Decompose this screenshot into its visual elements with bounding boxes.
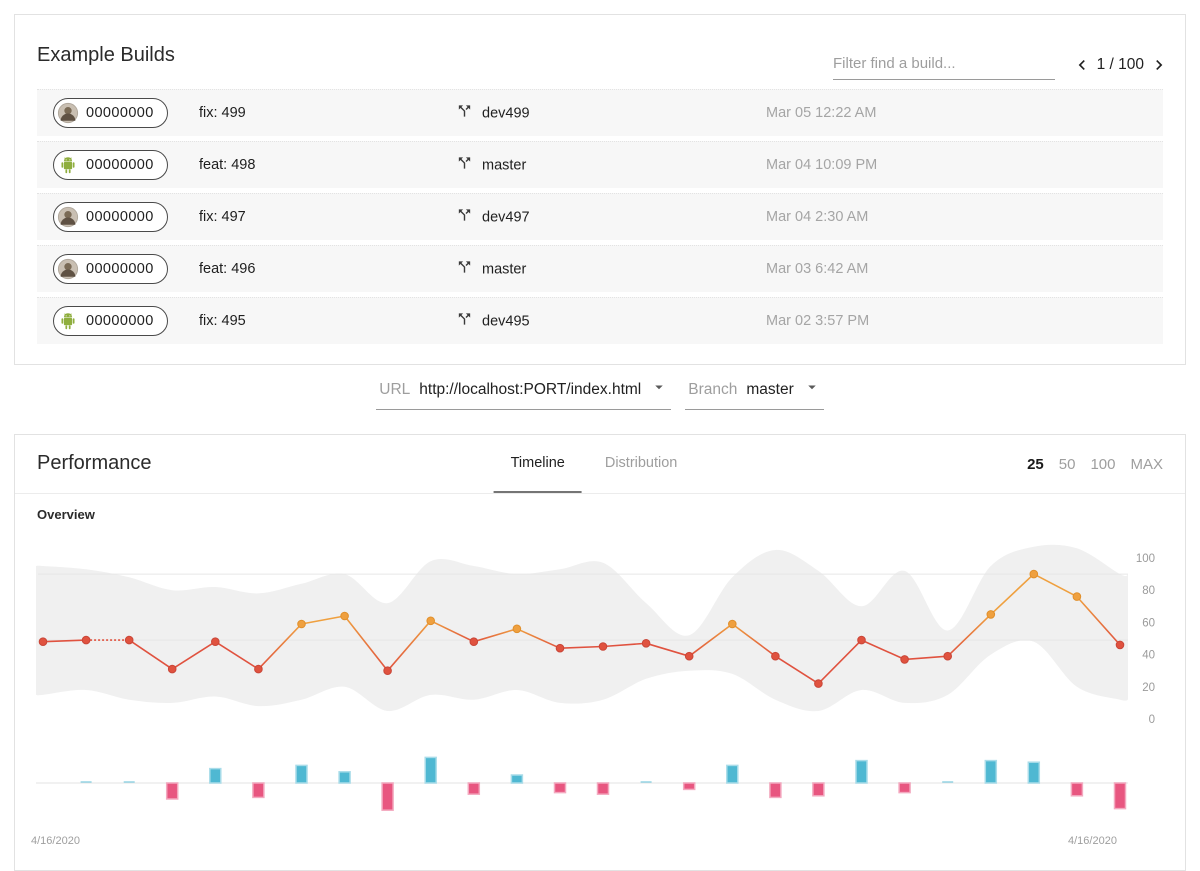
branch-icon bbox=[456, 103, 473, 124]
build-hash: 00000000 bbox=[86, 105, 154, 121]
branch-name: dev497 bbox=[482, 209, 530, 225]
branch-name: dev495 bbox=[482, 313, 530, 329]
build-row[interactable]: 00000000 fix: 499 dev499 Mar 05 12:22 AM bbox=[37, 89, 1163, 136]
x-axis-start-label: 4/16/2020 bbox=[31, 835, 80, 847]
build-row[interactable]: 00000000 fix: 495 dev495 Mar 02 3:57 PM bbox=[37, 297, 1163, 344]
range-option-max[interactable]: MAX bbox=[1130, 455, 1163, 473]
range-option-50[interactable]: 50 bbox=[1058, 455, 1076, 473]
branch-select[interactable]: Branch master bbox=[685, 378, 824, 410]
commit-message: feat: 496 bbox=[199, 261, 256, 277]
url-value: http://localhost:PORT/index.html bbox=[419, 380, 642, 398]
build-row[interactable]: 00000000 feat: 498 master Mar 04 10:09 P… bbox=[37, 141, 1163, 188]
build-hash-chip[interactable]: 00000000 bbox=[53, 150, 168, 180]
url-label: URL bbox=[379, 380, 411, 398]
svg-text:20: 20 bbox=[1142, 682, 1155, 694]
svg-text:60: 60 bbox=[1142, 617, 1155, 629]
target-controls: URL http://localhost:PORT/index.html Bra… bbox=[0, 378, 1200, 410]
build-hash: 00000000 bbox=[86, 157, 154, 173]
build-filter-input[interactable] bbox=[833, 53, 1055, 80]
build-row[interactable]: 00000000 feat: 496 master Mar 03 6:42 AM bbox=[37, 245, 1163, 292]
performance-panel: Performance Timeline Distribution 25 50 … bbox=[14, 434, 1186, 871]
build-hash-chip[interactable]: 00000000 bbox=[53, 202, 168, 232]
range-selector: 25 50 100 MAX bbox=[1027, 435, 1163, 493]
branch-cell: dev497 bbox=[456, 207, 530, 228]
branch-icon bbox=[456, 155, 473, 176]
android-avatar bbox=[57, 154, 79, 176]
caret-down-icon bbox=[803, 378, 821, 401]
build-timestamp: Mar 03 6:42 AM bbox=[766, 261, 869, 277]
commit-message: fix: 495 bbox=[199, 313, 246, 329]
svg-text:80: 80 bbox=[1142, 585, 1155, 597]
build-timestamp: Mar 04 2:30 AM bbox=[766, 209, 869, 225]
branch-name: dev499 bbox=[482, 105, 530, 121]
branch-label: Branch bbox=[688, 380, 738, 398]
performance-tabs: Timeline Distribution bbox=[493, 435, 695, 493]
svg-text:40: 40 bbox=[1142, 650, 1155, 662]
build-hash: 00000000 bbox=[86, 313, 154, 329]
build-row[interactable]: 00000000 fix: 497 dev497 Mar 04 2:30 AM bbox=[37, 193, 1163, 240]
branch-icon bbox=[456, 259, 473, 280]
branch-cell: master bbox=[456, 259, 526, 280]
svg-text:100: 100 bbox=[1136, 553, 1155, 565]
branch-cell: master bbox=[456, 155, 526, 176]
build-rows: 00000000 fix: 499 dev499 Mar 05 12:22 AM… bbox=[37, 89, 1163, 349]
overview-section-label: Overview bbox=[37, 507, 95, 522]
chevron-left-icon[interactable] bbox=[1072, 55, 1092, 75]
commit-message: fix: 497 bbox=[199, 209, 246, 225]
build-hash-chip[interactable]: 00000000 bbox=[53, 98, 168, 128]
commit-message: feat: 498 bbox=[199, 157, 256, 173]
build-hash: 00000000 bbox=[86, 261, 154, 277]
branch-cell: dev495 bbox=[456, 311, 530, 332]
pagination-text: 1 / 100 bbox=[1097, 56, 1144, 74]
pagination-separator: / bbox=[1109, 56, 1114, 73]
build-hash-chip[interactable]: 00000000 bbox=[53, 254, 168, 284]
build-pagination: 1 / 100 bbox=[1072, 55, 1169, 75]
build-filter bbox=[833, 53, 1055, 80]
builds-panel-title: Example Builds bbox=[37, 44, 175, 66]
branch-icon bbox=[456, 311, 473, 332]
overview-chart-canvas[interactable]: 0 20 40 60 80 100 bbox=[14, 434, 1186, 871]
build-hash-chip[interactable]: 00000000 bbox=[53, 306, 168, 336]
android-avatar bbox=[57, 310, 79, 332]
performance-header: Performance Timeline Distribution 25 50 … bbox=[15, 435, 1185, 494]
pagination-total: 100 bbox=[1118, 56, 1144, 73]
commit-message: fix: 499 bbox=[199, 105, 246, 121]
build-timestamp: Mar 05 12:22 AM bbox=[766, 105, 877, 121]
pagination-current: 1 bbox=[1096, 56, 1106, 73]
x-axis-end-label: 4/16/2020 bbox=[1068, 835, 1117, 847]
chevron-right-icon[interactable] bbox=[1149, 55, 1169, 75]
build-timestamp: Mar 04 10:09 PM bbox=[766, 157, 878, 173]
caret-down-icon bbox=[650, 378, 668, 401]
person-avatar bbox=[57, 258, 79, 280]
svg-text:0: 0 bbox=[1149, 714, 1155, 726]
example-builds-panel: Example Builds 1 / 100 00000000 bbox=[14, 14, 1186, 365]
build-hash: 00000000 bbox=[86, 209, 154, 225]
url-select[interactable]: URL http://localhost:PORT/index.html bbox=[376, 378, 672, 410]
build-timestamp: Mar 02 3:57 PM bbox=[766, 313, 870, 329]
tab-timeline[interactable]: Timeline bbox=[493, 435, 582, 493]
person-avatar bbox=[57, 102, 79, 124]
branch-icon bbox=[456, 207, 473, 228]
performance-title: Performance bbox=[37, 452, 152, 474]
branch-name: master bbox=[482, 157, 527, 173]
person-avatar bbox=[57, 206, 79, 228]
tab-distribution[interactable]: Distribution bbox=[604, 455, 678, 471]
branch-value: master bbox=[746, 380, 794, 398]
range-option-100[interactable]: 100 bbox=[1090, 455, 1116, 473]
range-option-25[interactable]: 25 bbox=[1027, 455, 1044, 473]
branch-name: master bbox=[482, 261, 527, 277]
branch-cell: dev499 bbox=[456, 103, 530, 124]
